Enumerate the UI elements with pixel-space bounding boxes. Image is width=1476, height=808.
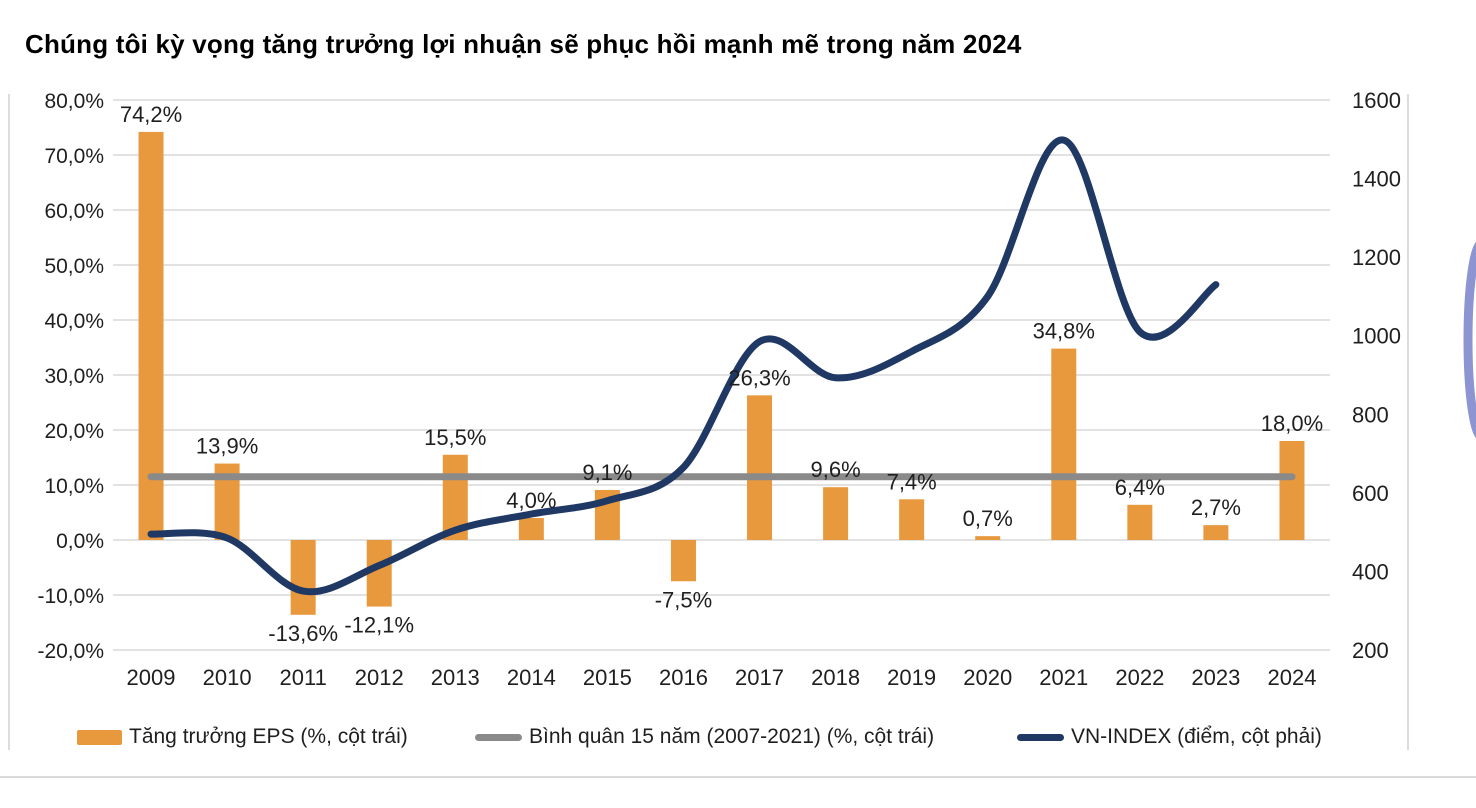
right-axis-tick: 1400 <box>1352 167 1401 192</box>
legend-item-avg: Bình quân 15 năm (2007-2021) (%, cột trá… <box>475 722 934 752</box>
eps-bar-label: -13,6% <box>268 621 338 646</box>
x-axis-tick: 2016 <box>659 665 708 690</box>
eps-bar <box>1127 504 1153 540</box>
eps-bar <box>518 518 544 540</box>
x-axis-tick: 2014 <box>507 665 556 690</box>
x-axis-tick: 2012 <box>355 665 404 690</box>
x-axis-tick: 2020 <box>963 665 1012 690</box>
right-axis-tick: 800 <box>1352 402 1389 427</box>
avg-line-swatch-icon <box>475 733 522 741</box>
eps-bar-label: 7,4% <box>887 469 937 494</box>
legend-label-eps: Tăng trưởng EPS (%, cột trái) <box>129 725 408 748</box>
legend-item-eps: Tăng trưởng EPS (%, cột trái) <box>77 722 408 752</box>
x-axis-tick: 2011 <box>280 665 327 690</box>
x-axis-tick: 2024 <box>1267 665 1316 690</box>
eps-bar <box>1051 348 1077 540</box>
eps-bar <box>899 499 925 540</box>
legend-label-avg: Bình quân 15 năm (2007-2021) (%, cột trá… <box>529 725 935 748</box>
right-axis-tick: 600 <box>1352 481 1389 506</box>
left-axis-tick: 30,0% <box>44 365 104 388</box>
eps-bar <box>290 540 316 615</box>
eps-bar <box>975 536 1001 540</box>
right-axis-tick: 1000 <box>1352 324 1401 349</box>
eps-bar <box>823 487 849 540</box>
eps-bar-label: 13,9% <box>196 434 258 459</box>
x-axis-tick: 2019 <box>887 665 936 690</box>
eps-bar <box>747 395 773 540</box>
eps-bar-label: 18,0% <box>1261 411 1323 436</box>
legend-label-vnindex: VN-INDEX (điểm, cột phải) <box>1071 725 1322 748</box>
right-axis-tick: 1200 <box>1352 245 1401 270</box>
x-axis-tick: 2021 <box>1039 665 1088 690</box>
left-axis-tick: 0,0% <box>56 530 104 553</box>
eps-bar-label: 6,4% <box>1115 475 1165 500</box>
x-axis-tick: 2023 <box>1191 665 1240 690</box>
eps-bar-label: -12,1% <box>344 613 414 638</box>
page-title: Chúng tôi kỳ vọng tăng trưởng lợi nhuận … <box>25 29 1022 60</box>
vnindex-line-swatch-icon <box>1017 733 1064 741</box>
eps-bar-label: 2,7% <box>1191 495 1241 520</box>
decor-crescent <box>1463 241 1476 439</box>
vnindex-line <box>147 136 1220 596</box>
x-axis-tick: 2009 <box>127 665 176 690</box>
x-axis-tick: 2010 <box>203 665 252 690</box>
left-axis-tick: 20,0% <box>44 420 104 443</box>
left-axis-tick: -10,0% <box>37 585 104 608</box>
eps-bar-label: 9,6% <box>811 457 861 482</box>
x-axis-tick: 2022 <box>1115 665 1164 690</box>
x-axis-tick: 2018 <box>811 665 860 690</box>
x-axis-tick: 2015 <box>583 665 632 690</box>
eps-bar-label: 26,3% <box>728 365 790 390</box>
eps-bar-label: 9,1% <box>582 460 632 485</box>
x-axis-tick: 2013 <box>431 665 480 690</box>
left-axis-tick: 60,0% <box>44 200 104 223</box>
left-axis-tick: -20,0% <box>37 640 104 663</box>
eps-bar <box>1279 441 1305 540</box>
right-axis-tick: 1600 <box>1352 88 1401 113</box>
chart-legend: Tăng trưởng EPS (%, cột trái) Bình quân … <box>0 718 1476 760</box>
eps-bar-label: 0,7% <box>963 506 1013 531</box>
legend-item-vnindex: VN-INDEX (điểm, cột phải) <box>1017 722 1322 752</box>
eps-bar-label: 34,8% <box>1033 319 1095 344</box>
eps-bar-label: 74,2% <box>120 102 182 127</box>
left-axis-tick: 70,0% <box>44 145 104 168</box>
eps-bar <box>366 540 392 607</box>
left-axis-tick: 40,0% <box>44 310 104 333</box>
right-axis-tick: 200 <box>1352 638 1389 663</box>
x-axis-tick: 2017 <box>735 665 784 690</box>
eps-bar <box>138 131 164 540</box>
eps-bar-label: -7,5% <box>655 587 712 612</box>
eps-bar-swatch-icon <box>77 729 122 745</box>
eps-bar-label: 15,5% <box>424 425 486 450</box>
left-axis-tick: 80,0% <box>44 90 104 113</box>
left-axis-tick: 10,0% <box>44 475 104 498</box>
right-axis-tick: 400 <box>1352 559 1389 584</box>
eps-bar <box>670 540 696 582</box>
left-axis-tick: 50,0% <box>44 255 104 278</box>
eps-bar <box>1203 525 1229 540</box>
eps-bar-label: 4,0% <box>506 488 556 513</box>
